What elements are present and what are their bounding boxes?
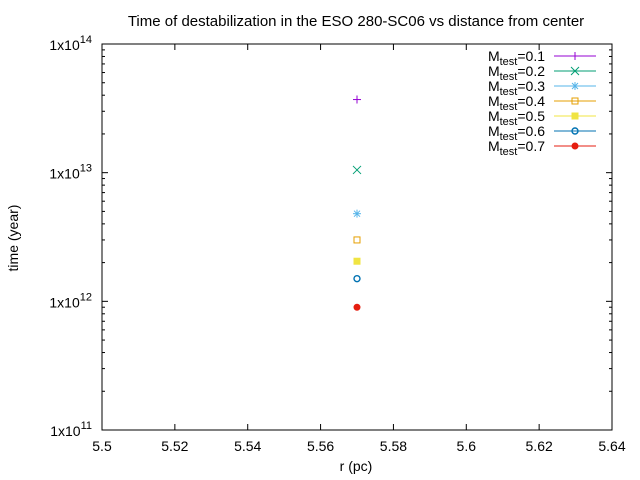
data-point [352, 165, 362, 175]
legend-marker [571, 82, 579, 90]
legend-label: Mtest=0.5 [488, 108, 545, 128]
x-tick-label: 5.58 [380, 438, 407, 454]
y-axis-label: time (year) [5, 205, 21, 272]
legend-marker [571, 97, 579, 105]
data-points [352, 95, 362, 311]
x-tick-label: 5.6 [457, 438, 477, 454]
data-point [353, 274, 361, 283]
data-point [353, 236, 361, 244]
legend-label: Mtest=0.2 [488, 63, 545, 83]
x-tick-label: 5.54 [234, 438, 261, 454]
y-tick-label: 1x1014 [49, 34, 92, 53]
y-tick-label: 1x1011 [50, 420, 92, 439]
legend-item: Mtest=0.4 [488, 93, 596, 113]
legend: Mtest=0.1Mtest=0.2Mtest=0.3Mtest=0.4Mtes… [488, 48, 596, 158]
data-point [353, 257, 361, 265]
legend-marker [571, 112, 579, 120]
legend-item: Mtest=0.2 [488, 63, 596, 83]
plot-frame [101, 43, 613, 431]
x-tick-label: 5.56 [307, 438, 334, 454]
legend-item: Mtest=0.1 [488, 48, 596, 68]
legend-label: Mtest=0.3 [488, 78, 545, 98]
data-point [353, 95, 361, 104]
y-tick-label: 1x1012 [49, 291, 92, 310]
legend-item: Mtest=0.5 [488, 108, 596, 128]
legend-label: Mtest=0.6 [488, 123, 545, 143]
legend-marker [571, 52, 579, 60]
legend-marker [570, 66, 580, 76]
chart-title: Time of destabilization in the ESO 280-S… [128, 13, 584, 30]
legend-item: Mtest=0.6 [488, 123, 596, 143]
legend-label: Mtest=0.4 [488, 93, 545, 113]
legend-marker [571, 127, 579, 135]
x-tick-label: 5.5 [92, 438, 112, 454]
x-tick-label: 5.62 [526, 438, 553, 454]
x-axis-label: r (pc) [340, 458, 373, 474]
y-axis: 1x1011 1x1012 1x1013 1x1014 [49, 34, 612, 439]
legend-label: Mtest=0.1 [488, 48, 545, 68]
data-point [353, 303, 361, 311]
legend-marker [571, 142, 579, 150]
y-tick-label: 1x1013 [49, 163, 92, 182]
legend-item: Mtest=0.7 [488, 138, 596, 158]
x-tick-label: 5.52 [161, 438, 188, 454]
plot-area [101, 43, 613, 431]
x-axis: 5.5 5.52 5.54 5.56 5.58 5.6 5.62 5.64 [92, 44, 626, 454]
legend-label: Mtest=0.7 [488, 138, 545, 158]
legend-item: Mtest=0.3 [488, 78, 596, 98]
data-point [353, 209, 361, 218]
x-tick-label: 5.64 [598, 438, 625, 454]
